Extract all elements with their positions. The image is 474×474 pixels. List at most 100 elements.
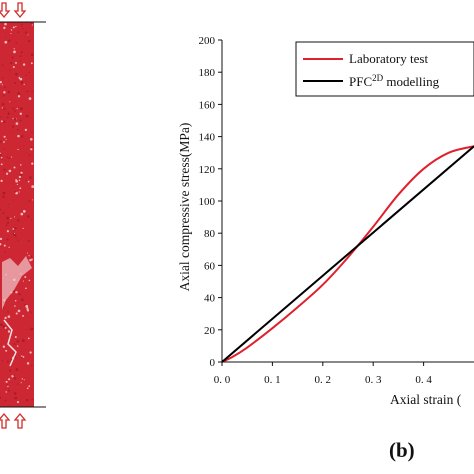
specimen-particle xyxy=(12,125,15,128)
specimen-particle xyxy=(8,246,10,248)
specimen-particle xyxy=(6,116,9,119)
specimen-particle xyxy=(5,36,7,38)
specimen-particle xyxy=(16,401,20,404)
specimen-particle xyxy=(20,171,23,175)
specimen-particle xyxy=(29,310,31,313)
specimen-particle xyxy=(16,108,18,110)
specimen-particle xyxy=(12,107,15,110)
specimen-particle xyxy=(7,385,9,388)
specimen-particle xyxy=(10,217,12,220)
specimen-crack xyxy=(3,319,17,367)
specimen-particle xyxy=(0,396,2,399)
specimen-particle xyxy=(21,25,23,27)
specimen-particle xyxy=(20,212,24,216)
legend-label-pfc: PFC2D modelling xyxy=(349,73,440,89)
y-tick-label: 0 xyxy=(210,357,216,369)
specimen-particle xyxy=(28,40,31,43)
specimen-particle xyxy=(21,298,24,302)
specimen-particle xyxy=(20,164,22,166)
specimen-image xyxy=(0,2,46,429)
specimen-particle xyxy=(13,392,17,395)
specimen-particle xyxy=(6,230,10,233)
specimen-particle xyxy=(4,326,7,329)
specimen-particle xyxy=(20,80,23,84)
specimen-particle xyxy=(28,154,31,156)
specimen-particle xyxy=(14,82,17,84)
specimen-particle xyxy=(20,51,23,54)
specimen-particle xyxy=(0,152,2,154)
specimen-particle xyxy=(3,244,6,247)
axis-ticks xyxy=(218,39,425,366)
specimen-particle xyxy=(21,357,23,359)
specimen-particle xyxy=(9,404,11,407)
specimen-particle xyxy=(22,314,25,317)
y-tick-label: 40 xyxy=(204,293,216,305)
specimen-particle xyxy=(12,228,15,230)
specimen-particle xyxy=(15,368,19,371)
specimen-particle xyxy=(19,119,22,122)
legend-box xyxy=(295,41,474,97)
specimen-particle xyxy=(31,364,33,366)
specimen-particle xyxy=(6,238,9,241)
specimen-particle xyxy=(1,158,3,160)
specimen-particle xyxy=(25,74,27,76)
specimen-particle xyxy=(9,101,11,103)
x-tick-label: 0. 0 xyxy=(214,374,231,386)
specimen-particle xyxy=(4,40,8,44)
x-axis-label: Axial strain ( xyxy=(390,392,462,407)
specimen-particle xyxy=(22,27,24,30)
specimen-particle xyxy=(19,60,21,62)
specimen-particle xyxy=(19,112,22,116)
specimen-particle xyxy=(31,131,33,133)
specimen-particle xyxy=(29,351,32,354)
specimen-particle xyxy=(13,374,15,377)
specimen-particle xyxy=(22,210,26,213)
specimen-particle xyxy=(4,22,7,26)
specimen-particle xyxy=(24,128,27,131)
specimen-particle xyxy=(19,77,21,79)
specimen-particle xyxy=(31,219,33,221)
specimen-particle xyxy=(15,312,18,315)
specimen-particle xyxy=(7,204,9,206)
specimen-particle xyxy=(1,84,3,86)
specimen-particle xyxy=(31,199,33,201)
specimen-particle xyxy=(25,287,27,289)
specimen-particle xyxy=(7,112,10,115)
specimen-particle xyxy=(30,327,34,331)
specimen-particle xyxy=(6,216,9,220)
legend-label-pfc-sup: 2D xyxy=(372,73,384,83)
specimen-particle xyxy=(25,180,28,182)
specimen-particle xyxy=(14,232,16,235)
specimen-particle xyxy=(27,337,30,340)
specimen-particle xyxy=(22,227,24,229)
specimen-particle xyxy=(15,61,17,64)
legend-label-pfc-main: PFC xyxy=(349,74,372,89)
specimen-particle xyxy=(0,179,3,183)
specimen-particle xyxy=(26,308,29,311)
specimen-particle xyxy=(7,315,11,318)
tick-labels: 0 20 40 60 80 100 120 140 160 180 200 0. 0 0. 1 0. 2 0… xyxy=(199,35,433,386)
specimen-particle xyxy=(13,229,15,232)
specimen-particle xyxy=(18,191,20,193)
specimen-particle xyxy=(23,379,25,381)
specimen-particle xyxy=(3,107,6,110)
series-line-laboratory-test xyxy=(221,145,474,363)
specimen-particle xyxy=(4,316,7,320)
specimen-particle xyxy=(20,135,24,138)
specimen-particle xyxy=(14,335,17,339)
specimen-particle xyxy=(7,330,11,333)
specimen-particle xyxy=(31,162,34,165)
specimen-particle xyxy=(4,251,6,253)
panel-label: (b) xyxy=(389,438,415,462)
y-tick-label: 180 xyxy=(199,67,216,79)
specimen-particle xyxy=(3,135,6,138)
specimen-particle xyxy=(14,299,17,302)
specimen-particle xyxy=(11,156,13,158)
specimen-particle xyxy=(13,290,16,293)
specimen-particle xyxy=(0,237,3,241)
specimen-particle xyxy=(14,190,17,193)
specimen-particle xyxy=(17,219,20,222)
specimen-particle xyxy=(16,383,18,385)
legend: Laboratory test PFC2D modelling xyxy=(295,41,474,97)
specimen-particle xyxy=(6,156,9,158)
